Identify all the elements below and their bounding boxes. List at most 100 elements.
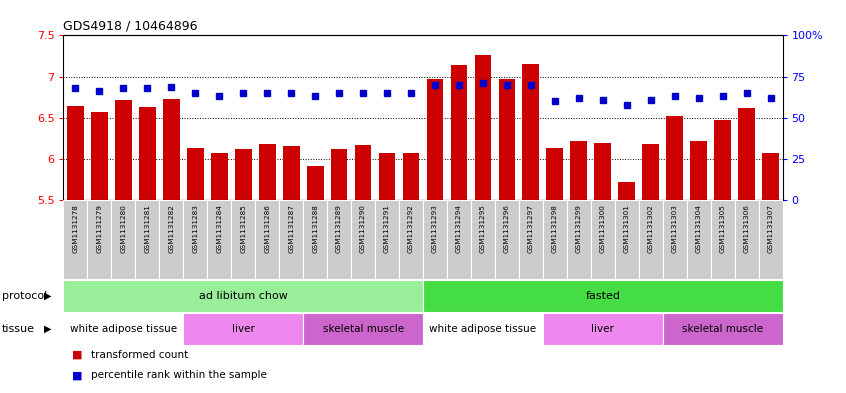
Text: GSM1131299: GSM1131299 [576, 204, 582, 253]
Bar [475, 55, 492, 200]
Bar [279, 200, 303, 279]
Bar [184, 313, 303, 345]
Bar [115, 100, 132, 200]
Text: GSM1131300: GSM1131300 [600, 204, 606, 253]
Bar [642, 144, 659, 200]
Bar [163, 99, 179, 200]
Text: GSM1131294: GSM1131294 [456, 204, 462, 253]
Text: GSM1131282: GSM1131282 [168, 204, 174, 253]
Text: GSM1131290: GSM1131290 [360, 204, 366, 253]
Text: white adipose tissue: white adipose tissue [430, 324, 536, 334]
Bar [543, 200, 567, 279]
Bar [711, 200, 734, 279]
Bar [615, 200, 639, 279]
Bar [375, 200, 399, 279]
Bar [63, 313, 184, 345]
Bar [187, 149, 204, 200]
Text: GSM1131292: GSM1131292 [408, 204, 414, 253]
Text: GSM1131305: GSM1131305 [720, 204, 726, 253]
Bar [354, 145, 371, 200]
Bar [690, 141, 707, 200]
Text: GSM1131283: GSM1131283 [192, 204, 198, 253]
Bar [639, 200, 662, 279]
Bar [523, 64, 539, 200]
Bar [327, 200, 351, 279]
Text: GSM1131304: GSM1131304 [695, 204, 701, 253]
Bar [662, 313, 783, 345]
Text: GSM1131287: GSM1131287 [288, 204, 294, 253]
Bar [451, 65, 467, 200]
Bar [495, 200, 519, 279]
Text: GSM1131284: GSM1131284 [217, 204, 222, 253]
Bar [595, 143, 611, 200]
Text: GSM1131303: GSM1131303 [672, 204, 678, 253]
Text: transformed count: transformed count [91, 350, 188, 360]
Bar [662, 200, 687, 279]
Bar [498, 79, 515, 200]
Text: GSM1131278: GSM1131278 [73, 204, 79, 253]
Bar [423, 313, 543, 345]
Bar [423, 280, 783, 312]
Text: GSM1131301: GSM1131301 [624, 204, 629, 253]
Text: ▶: ▶ [44, 324, 52, 334]
Text: fasted: fasted [585, 291, 620, 301]
Bar [351, 200, 375, 279]
Text: GSM1131285: GSM1131285 [240, 204, 246, 253]
Text: ad libitum chow: ad libitum chow [199, 291, 288, 301]
Bar [184, 200, 207, 279]
Bar [618, 182, 635, 200]
Text: GSM1131281: GSM1131281 [145, 204, 151, 253]
Bar [687, 200, 711, 279]
Text: tissue: tissue [2, 324, 35, 334]
Bar [139, 107, 156, 200]
Bar [591, 200, 615, 279]
Text: ▶: ▶ [44, 291, 52, 301]
Bar [547, 149, 563, 200]
Text: GSM1131297: GSM1131297 [528, 204, 534, 253]
Text: GSM1131288: GSM1131288 [312, 204, 318, 253]
Bar [87, 200, 112, 279]
Text: GSM1131296: GSM1131296 [504, 204, 510, 253]
Bar [159, 200, 184, 279]
Bar [567, 200, 591, 279]
Text: GSM1131289: GSM1131289 [336, 204, 342, 253]
Bar [255, 200, 279, 279]
Text: skeletal muscle: skeletal muscle [682, 324, 763, 334]
Bar [399, 200, 423, 279]
Bar [379, 153, 395, 200]
Bar [762, 153, 779, 200]
Bar [739, 108, 755, 200]
Text: ■: ■ [72, 350, 82, 360]
Text: GSM1131295: GSM1131295 [480, 204, 486, 253]
Bar [471, 200, 495, 279]
Bar [447, 200, 471, 279]
Bar [112, 200, 135, 279]
Bar [734, 200, 759, 279]
Text: liver: liver [232, 324, 255, 334]
Bar [235, 149, 251, 200]
Text: GDS4918 / 10464896: GDS4918 / 10464896 [63, 20, 198, 33]
Bar [543, 313, 662, 345]
Bar [63, 280, 423, 312]
Text: white adipose tissue: white adipose tissue [70, 324, 177, 334]
Text: GSM1131280: GSM1131280 [120, 204, 126, 253]
Bar [759, 200, 783, 279]
Text: liver: liver [591, 324, 614, 334]
Text: GSM1131293: GSM1131293 [432, 204, 438, 253]
Bar [403, 153, 420, 200]
Text: GSM1131306: GSM1131306 [744, 204, 750, 253]
Bar [426, 79, 443, 200]
Bar [283, 146, 299, 200]
Text: GSM1131286: GSM1131286 [264, 204, 270, 253]
Bar [303, 200, 327, 279]
Bar [207, 200, 231, 279]
Bar [135, 200, 159, 279]
Bar [63, 200, 87, 279]
Bar [714, 119, 731, 200]
Bar [303, 313, 423, 345]
Text: protocol: protocol [2, 291, 47, 301]
Text: GSM1131279: GSM1131279 [96, 204, 102, 253]
Bar [307, 166, 323, 200]
Bar [570, 141, 587, 200]
Text: percentile rank within the sample: percentile rank within the sample [91, 370, 266, 380]
